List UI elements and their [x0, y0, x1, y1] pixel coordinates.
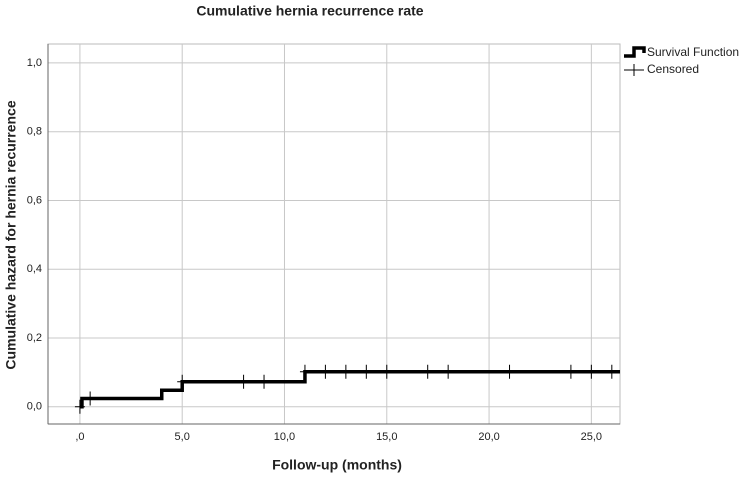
- y-tick-label: 0,0: [27, 401, 42, 413]
- y-axis-title: Cumulative hazard for hernia recurrence: [3, 100, 19, 369]
- x-tick-label: ,0: [75, 431, 84, 443]
- censored-mark: [586, 364, 597, 379]
- legend-label: Survival Function: [647, 45, 739, 59]
- censored-mark: [606, 364, 617, 379]
- censored-mark: [177, 374, 188, 389]
- legend-symbol: [624, 64, 644, 76]
- censored-mark: [299, 364, 310, 379]
- censored-mark: [422, 364, 433, 379]
- censored-mark: [565, 364, 576, 379]
- censored-mark: [361, 364, 372, 379]
- x-tick-label: 10,0: [274, 431, 295, 443]
- censored-mark: [85, 391, 96, 406]
- legend-symbol: [624, 46, 646, 58]
- censored-mark: [504, 364, 515, 379]
- y-tick-label: 0,6: [27, 194, 42, 206]
- censored-mark: [381, 364, 392, 379]
- x-tick-label: 15,0: [376, 431, 397, 443]
- plot-frame: [47, 43, 621, 425]
- censored-mark: [238, 374, 249, 389]
- censored-mark: [259, 374, 270, 389]
- x-tick-label: 5,0: [175, 431, 190, 443]
- x-tick-label: 20,0: [478, 431, 499, 443]
- chart-title: Cumulative hernia recurrence rate: [196, 3, 423, 19]
- x-axis-title: Follow-up (months): [272, 457, 402, 473]
- y-tick-label: 1,0: [27, 57, 42, 69]
- x-tick-label: 25,0: [581, 431, 602, 443]
- legend-label: Censored: [647, 62, 699, 76]
- censored-mark: [320, 364, 331, 379]
- y-tick-label: 0,4: [27, 263, 42, 275]
- censored-mark: [340, 364, 351, 379]
- censored-mark: [443, 364, 454, 379]
- censored-mark: [74, 399, 85, 414]
- survival-line: [79, 369, 620, 409]
- y-tick-label: 0,8: [27, 126, 42, 138]
- y-tick-label: 0,2: [27, 332, 42, 344]
